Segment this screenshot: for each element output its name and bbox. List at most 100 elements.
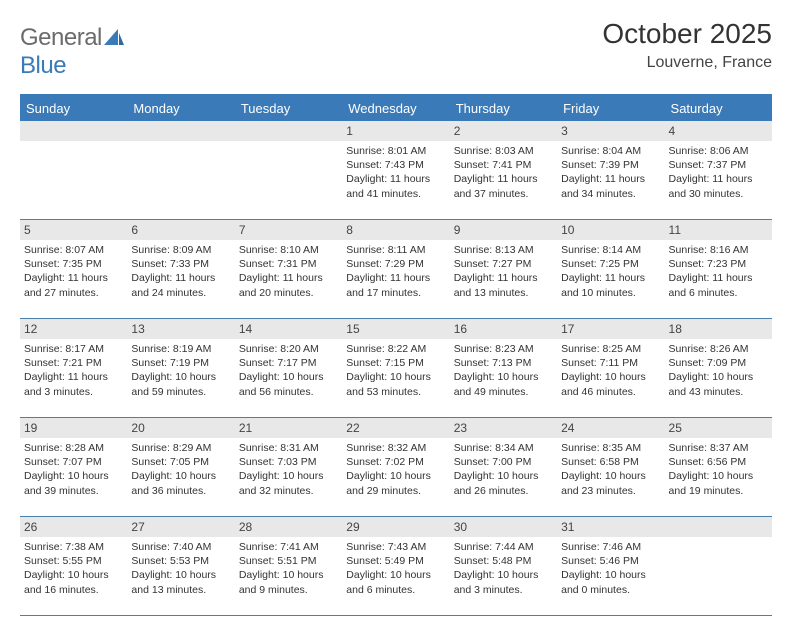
day-number <box>665 517 772 537</box>
day-info-line: and 23 minutes. <box>561 484 660 498</box>
day-info-line: Sunset: 7:09 PM <box>669 356 768 370</box>
day-info-line: Sunrise: 8:28 AM <box>24 441 123 455</box>
day-info-line: Sunrise: 7:41 AM <box>239 540 338 554</box>
day-info-line: and 26 minutes. <box>454 484 553 498</box>
day-cell: Sunrise: 8:37 AMSunset: 6:56 PMDaylight:… <box>665 438 772 516</box>
day-info-line: Sunset: 5:55 PM <box>24 554 123 568</box>
day-info-line: Sunset: 7:33 PM <box>131 257 230 271</box>
day-number: 12 <box>20 319 127 339</box>
day-number: 5 <box>20 220 127 240</box>
day-cell: Sunrise: 8:19 AMSunset: 7:19 PMDaylight:… <box>127 339 234 417</box>
day-cell: Sunrise: 8:23 AMSunset: 7:13 PMDaylight:… <box>450 339 557 417</box>
day-number: 9 <box>450 220 557 240</box>
day-header-row: SundayMondayTuesdayWednesdayThursdayFrid… <box>20 96 772 121</box>
day-info-line: Daylight: 11 hours <box>669 271 768 285</box>
day-number: 29 <box>342 517 449 537</box>
day-cell: Sunrise: 8:06 AMSunset: 7:37 PMDaylight:… <box>665 141 772 219</box>
day-number <box>20 121 127 141</box>
page-root: General Blue October 2025 Louverne, Fran… <box>0 0 792 636</box>
day-info-line: Daylight: 11 hours <box>24 271 123 285</box>
day-info-line: Sunrise: 8:11 AM <box>346 243 445 257</box>
day-cell: Sunrise: 8:20 AMSunset: 7:17 PMDaylight:… <box>235 339 342 417</box>
day-info-line: Sunrise: 8:16 AM <box>669 243 768 257</box>
day-number <box>235 121 342 141</box>
day-info-line: Sunset: 7:21 PM <box>24 356 123 370</box>
day-info-line: Daylight: 10 hours <box>131 568 230 582</box>
day-info-line: Daylight: 11 hours <box>239 271 338 285</box>
day-info-line: Sunrise: 8:31 AM <box>239 441 338 455</box>
day-cell: Sunrise: 8:09 AMSunset: 7:33 PMDaylight:… <box>127 240 234 318</box>
sail-icon <box>104 24 124 40</box>
day-info-line: Sunrise: 8:37 AM <box>669 441 768 455</box>
day-info-line: Sunset: 7:19 PM <box>131 356 230 370</box>
day-number: 6 <box>127 220 234 240</box>
day-info-line: Daylight: 10 hours <box>24 469 123 483</box>
day-info-line: and 34 minutes. <box>561 187 660 201</box>
day-info-line: Sunset: 7:11 PM <box>561 356 660 370</box>
day-info-line: Sunset: 7:41 PM <box>454 158 553 172</box>
day-info-line: and 32 minutes. <box>239 484 338 498</box>
day-info-line: Daylight: 10 hours <box>239 568 338 582</box>
page-title: October 2025 <box>602 18 772 50</box>
day-number: 3 <box>557 121 664 141</box>
week-row: Sunrise: 7:38 AMSunset: 5:55 PMDaylight:… <box>20 537 772 616</box>
day-info-line: Sunset: 7:37 PM <box>669 158 768 172</box>
day-cell: Sunrise: 8:04 AMSunset: 7:39 PMDaylight:… <box>557 141 664 219</box>
day-cell: Sunrise: 8:11 AMSunset: 7:29 PMDaylight:… <box>342 240 449 318</box>
day-info-line: Daylight: 11 hours <box>561 271 660 285</box>
day-info-line: Sunset: 7:31 PM <box>239 257 338 271</box>
day-info-line: Sunset: 7:17 PM <box>239 356 338 370</box>
day-info-line: and 37 minutes. <box>454 187 553 201</box>
day-info-line: Sunset: 6:58 PM <box>561 455 660 469</box>
day-info-line: Sunrise: 8:22 AM <box>346 342 445 356</box>
day-info-line: Sunrise: 7:44 AM <box>454 540 553 554</box>
day-header-cell: Wednesday <box>342 96 449 121</box>
day-number: 1 <box>342 121 449 141</box>
calendar: SundayMondayTuesdayWednesdayThursdayFrid… <box>20 94 772 616</box>
day-cell: Sunrise: 8:07 AMSunset: 7:35 PMDaylight:… <box>20 240 127 318</box>
day-cell: Sunrise: 8:22 AMSunset: 7:15 PMDaylight:… <box>342 339 449 417</box>
day-number: 25 <box>665 418 772 438</box>
day-number: 24 <box>557 418 664 438</box>
day-info-line: and 43 minutes. <box>669 385 768 399</box>
day-header-cell: Sunday <box>20 96 127 121</box>
day-info-line: and 13 minutes. <box>454 286 553 300</box>
day-info-line: Daylight: 11 hours <box>131 271 230 285</box>
day-info-line: Sunset: 7:39 PM <box>561 158 660 172</box>
day-info-line: Sunrise: 8:23 AM <box>454 342 553 356</box>
day-number: 27 <box>127 517 234 537</box>
day-cell: Sunrise: 8:34 AMSunset: 7:00 PMDaylight:… <box>450 438 557 516</box>
day-info-line: and 17 minutes. <box>346 286 445 300</box>
day-info-line: and 39 minutes. <box>24 484 123 498</box>
day-info-line: Daylight: 10 hours <box>239 469 338 483</box>
day-info-line: and 59 minutes. <box>131 385 230 399</box>
day-info-line: Sunrise: 8:09 AM <box>131 243 230 257</box>
day-info-line: Daylight: 10 hours <box>346 568 445 582</box>
day-header-cell: Saturday <box>665 96 772 121</box>
day-info-line: Daylight: 10 hours <box>561 469 660 483</box>
week-row: Sunrise: 8:01 AMSunset: 7:43 PMDaylight:… <box>20 141 772 220</box>
day-info-line: and 3 minutes. <box>24 385 123 399</box>
day-number: 19 <box>20 418 127 438</box>
day-info-line: Sunset: 7:15 PM <box>346 356 445 370</box>
day-cell: Sunrise: 8:10 AMSunset: 7:31 PMDaylight:… <box>235 240 342 318</box>
day-number: 15 <box>342 319 449 339</box>
day-info-line: and 30 minutes. <box>669 187 768 201</box>
day-number: 28 <box>235 517 342 537</box>
day-info-line: Sunrise: 8:34 AM <box>454 441 553 455</box>
day-info-line: Daylight: 11 hours <box>669 172 768 186</box>
logo: General Blue <box>20 24 124 80</box>
location-label: Louverne, France <box>602 54 772 72</box>
day-info-line: Sunrise: 8:04 AM <box>561 144 660 158</box>
day-info-line: Sunset: 7:35 PM <box>24 257 123 271</box>
day-info-line: Sunset: 7:03 PM <box>239 455 338 469</box>
day-info-line: and 6 minutes. <box>346 583 445 597</box>
day-info-line: Sunrise: 8:29 AM <box>131 441 230 455</box>
day-cell: Sunrise: 7:43 AMSunset: 5:49 PMDaylight:… <box>342 537 449 615</box>
logo-word-2: Blue <box>20 52 66 79</box>
day-number: 20 <box>127 418 234 438</box>
day-cell: Sunrise: 7:44 AMSunset: 5:48 PMDaylight:… <box>450 537 557 615</box>
week-row: Sunrise: 8:17 AMSunset: 7:21 PMDaylight:… <box>20 339 772 418</box>
day-number: 30 <box>450 517 557 537</box>
week-row: Sunrise: 8:07 AMSunset: 7:35 PMDaylight:… <box>20 240 772 319</box>
